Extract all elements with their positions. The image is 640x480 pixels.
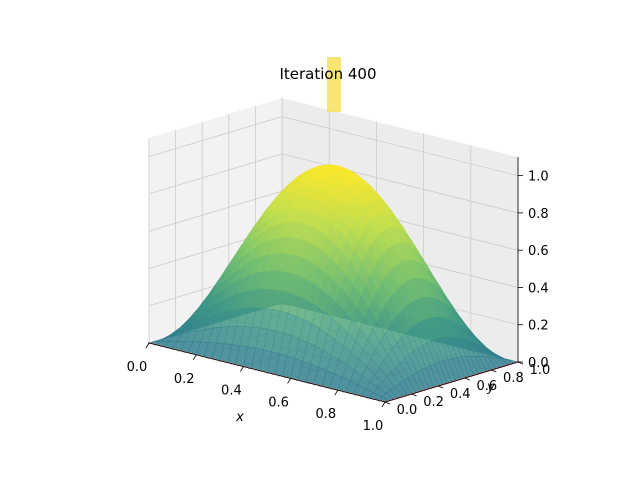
x-tick-label: 0.4 — [221, 384, 242, 399]
x-tick-mark — [240, 366, 244, 372]
y-tick-label: 0.4 — [450, 387, 471, 402]
y-axis-line — [384, 361, 519, 403]
x-tick-mark — [334, 389, 339, 396]
x-axis-label: x — [235, 410, 244, 425]
x-tick-mark — [145, 342, 150, 349]
axis-ticks: 0.00.20.40.60.81.00.00.20.40.60.81.00.00… — [127, 170, 551, 434]
surface-mesh — [147, 164, 520, 404]
gridline-back-z — [281, 116, 519, 177]
y-tick-mark — [411, 393, 417, 397]
z-tick-label: 0.0 — [528, 356, 549, 371]
x-tick-mark — [381, 401, 386, 408]
axes-lines — [148, 157, 519, 403]
y-tick-label: 0.8 — [503, 371, 524, 386]
z-tick-label: 0.2 — [528, 319, 549, 334]
y-tick-mark — [491, 369, 497, 373]
x-tick-mark — [192, 354, 197, 361]
gridline-back-z — [281, 153, 519, 214]
y-axis-label: y — [486, 380, 495, 395]
z-tick-label: 0.4 — [528, 281, 549, 296]
spike-column — [327, 57, 341, 112]
x-tick-label: 0.2 — [174, 372, 195, 387]
surface-spike — [327, 57, 341, 112]
x-axis-line — [148, 342, 386, 403]
y-tick-mark — [464, 377, 470, 381]
gridline-left-z — [148, 116, 283, 158]
chart-title: Iteration 400 — [279, 65, 376, 83]
gridline-left-z — [148, 153, 283, 195]
gridline-left-z — [148, 190, 283, 232]
y-tick-mark — [438, 385, 444, 389]
z-tick-label: 0.6 — [528, 244, 549, 259]
x-tick-label: 0.6 — [268, 395, 289, 410]
y-tick-mark — [384, 401, 391, 405]
y-tick-label: 1.0 — [530, 363, 551, 378]
x-tick-label: 0.0 — [127, 360, 148, 375]
x-tick-label: 0.8 — [315, 407, 336, 422]
x-tick-mark — [287, 378, 291, 384]
x-tick-label: 1.0 — [363, 419, 384, 434]
z-tick-label: 1.0 — [528, 170, 549, 185]
y-tick-label: 0.6 — [476, 379, 497, 394]
z-tick-label: 0.8 — [528, 207, 549, 222]
y-tick-label: 0.0 — [397, 403, 418, 418]
y-tick-label: 0.2 — [423, 395, 444, 410]
